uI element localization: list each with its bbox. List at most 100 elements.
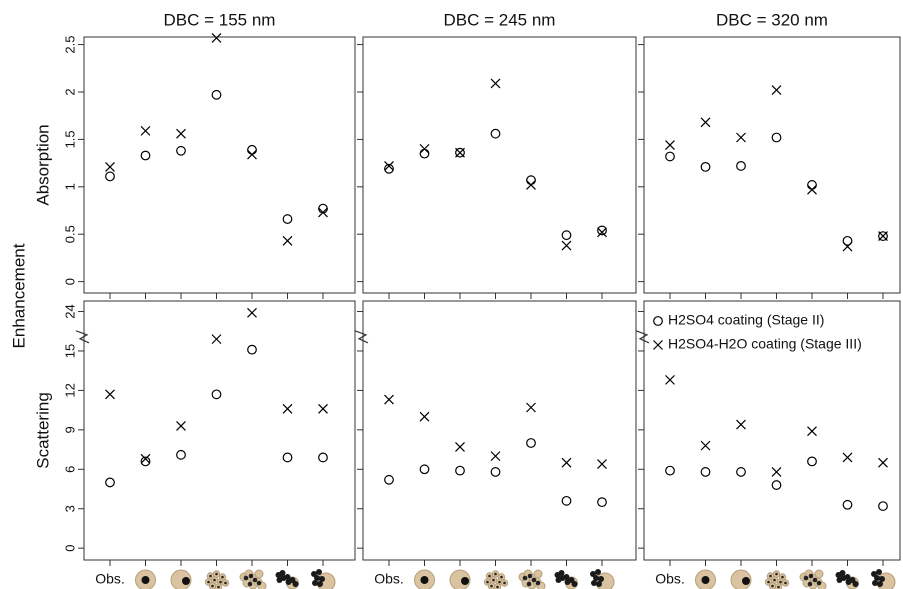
point-x	[211, 334, 222, 345]
point-x	[384, 394, 394, 405]
row-label: Scattering	[33, 392, 52, 469]
category-icon	[311, 569, 336, 589]
y-tick-label: 24	[62, 304, 77, 318]
point-x	[842, 241, 853, 252]
panel-frame	[362, 300, 637, 561]
category-icon	[835, 570, 859, 589]
point-circle	[526, 175, 536, 186]
icon-core	[812, 577, 818, 583]
icon-core	[742, 577, 750, 585]
icon-core	[182, 577, 190, 585]
icon-core	[248, 573, 254, 579]
point-circle	[490, 128, 501, 139]
point-x	[842, 452, 853, 463]
icon-core	[558, 570, 565, 576]
point-x	[384, 161, 394, 171]
point-circle	[384, 474, 394, 485]
icon-core	[292, 581, 299, 587]
panel-frame	[83, 300, 356, 561]
icon-core	[213, 578, 216, 582]
icon-core	[317, 581, 323, 587]
point-x	[140, 453, 151, 464]
point-x	[490, 78, 501, 89]
icon-core	[777, 585, 780, 589]
y-tick-label: 0.5	[62, 225, 77, 243]
icon-core	[816, 580, 822, 586]
y-tick-label: 15	[62, 344, 77, 358]
point-x	[597, 227, 607, 238]
legend-marker	[653, 340, 663, 350]
point-circle	[878, 501, 888, 511]
icon-core	[773, 578, 776, 582]
point-x	[455, 147, 465, 158]
point-circle	[455, 147, 465, 158]
icon-core	[252, 577, 258, 583]
icon-core	[219, 580, 222, 584]
point-x	[878, 457, 888, 468]
panel-frame	[643, 36, 901, 294]
icon-core	[221, 575, 224, 579]
point-x	[176, 128, 186, 139]
icon-core	[535, 580, 541, 586]
point-x	[211, 33, 222, 43]
y-tick-label: 1	[62, 183, 77, 190]
point-x	[700, 117, 711, 128]
point-x	[247, 149, 257, 160]
icon-core	[420, 576, 429, 584]
icon-core	[211, 584, 214, 588]
point-x	[700, 440, 711, 451]
category-icon	[483, 570, 509, 589]
panel-title: DBC = 245 nm	[444, 10, 556, 29]
point-x	[807, 426, 817, 437]
category-icon	[554, 570, 578, 589]
icon-core	[879, 576, 885, 582]
icon-core	[215, 572, 218, 576]
icon-core	[593, 575, 599, 581]
icon-core	[808, 573, 814, 579]
point-x	[597, 459, 607, 469]
icon-core	[555, 577, 562, 583]
axis-break	[635, 330, 650, 344]
icon-core	[492, 578, 495, 582]
icon-core	[784, 581, 787, 585]
icon-core	[217, 585, 220, 589]
legend-label: H2SO4 coating (Stage II)	[668, 312, 824, 328]
x-tick-label: Obs.	[95, 571, 125, 587]
category-icon	[239, 569, 267, 589]
icon-core	[494, 572, 497, 576]
point-circle	[771, 132, 782, 143]
icon-core	[598, 576, 604, 582]
point-circle	[842, 499, 853, 510]
icon-core	[496, 585, 499, 589]
icon-core	[279, 570, 286, 576]
point-circle	[561, 230, 572, 241]
point-x	[247, 307, 257, 318]
category-icon	[590, 569, 615, 589]
icon-core	[803, 575, 809, 581]
icon-core	[767, 580, 770, 584]
icon-core	[207, 580, 210, 584]
y-tick-label: 1.5	[62, 130, 77, 148]
point-circle	[211, 89, 222, 100]
point-x	[665, 374, 675, 385]
category-icon	[764, 570, 790, 589]
icon-core	[775, 572, 778, 576]
point-x	[318, 207, 328, 218]
point-x	[736, 132, 746, 143]
point-circle	[807, 180, 817, 190]
point-circle	[140, 456, 151, 467]
point-circle	[105, 477, 115, 488]
icon-core	[522, 575, 528, 581]
icon-core	[498, 580, 501, 584]
icon-core	[527, 573, 533, 579]
point-circle	[736, 161, 746, 171]
category-icon	[871, 569, 896, 589]
axis-break	[75, 330, 90, 344]
category-icon	[414, 569, 435, 589]
point-circle	[419, 148, 430, 159]
icon-shell	[814, 569, 824, 579]
icon-core	[503, 581, 506, 585]
axis-break	[354, 330, 369, 344]
point-x	[105, 161, 115, 172]
